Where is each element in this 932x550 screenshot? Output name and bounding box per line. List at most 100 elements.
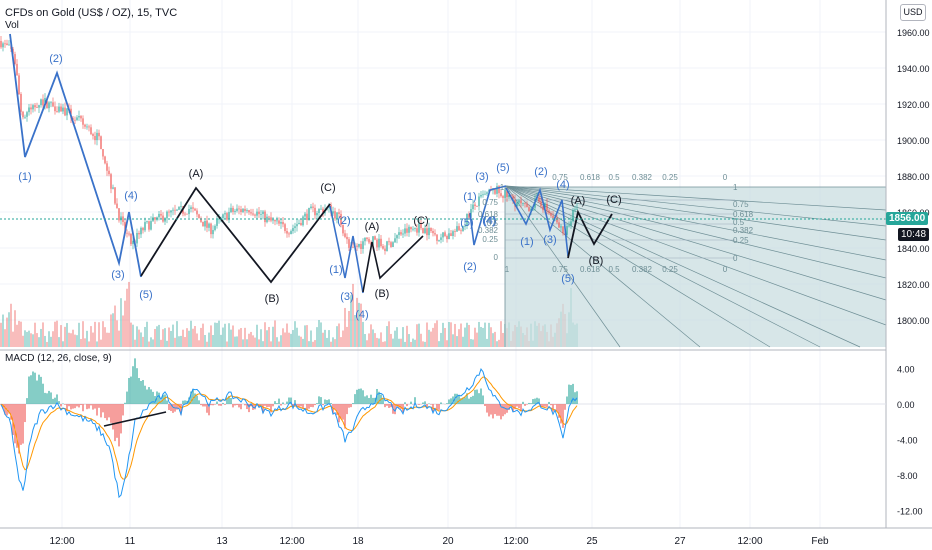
- wave-labels: (1)(2)(3)(4)(5)(1)(2)(3)(4)(5)(1)(2)(3)(…: [18, 53, 621, 321]
- countdown-badge: 10:48: [898, 228, 930, 241]
- fib-label-left: 0.75: [482, 198, 498, 207]
- wave-label-black: (A): [571, 195, 586, 207]
- wave-line-abc-1[interactable]: [140, 186, 331, 284]
- wave-label-blue: (3): [111, 269, 124, 281]
- price-tick: 1840.00: [897, 244, 930, 254]
- macd-tick: -8.00: [897, 471, 918, 481]
- price-tick: 1960.00: [897, 28, 930, 38]
- fib-label-bottom: 0.5: [608, 265, 620, 274]
- fib-label-top: 0.5: [608, 173, 620, 182]
- wave-line-blue-4[interactable]: [505, 187, 569, 257]
- wave-label-black: (C): [413, 215, 428, 227]
- time-tick: 12:00: [49, 536, 74, 547]
- fib-label-left: 0.5: [487, 219, 499, 228]
- price-tick: 1800.00: [897, 316, 930, 326]
- wave-label-blue: (2): [463, 261, 476, 273]
- macd-tick: -12.00: [897, 507, 923, 517]
- wave-label-blue: (4): [483, 215, 496, 227]
- wave-label-blue: (1): [18, 171, 31, 183]
- fib-fan-line: [505, 185, 887, 227]
- fib-label-left: 0.25: [482, 235, 498, 244]
- fib-fan-line: [505, 185, 887, 211]
- time-tick: 12:00: [279, 536, 304, 547]
- wave-label-blue: (3): [543, 234, 556, 246]
- price-axis[interactable]: 1960.001940.001920.001900.001880.001860.…: [897, 28, 930, 326]
- fib-label-right: 0.382: [733, 226, 754, 235]
- fib-label-top: 0.25: [662, 173, 678, 182]
- fib-label-marker: 1: [500, 183, 505, 192]
- fib-label-right: 0.75: [733, 200, 749, 209]
- fib-fan-line: [505, 185, 887, 301]
- fib-label-top: 0.75: [552, 173, 568, 182]
- fib-label-top: 0.618: [580, 173, 601, 182]
- wave-label-blue: (4): [482, 215, 495, 227]
- wave-label-black: (B): [375, 288, 390, 300]
- fib-fan-line: [505, 185, 887, 279]
- fib-label-marker: 1: [505, 265, 510, 274]
- fib-speed-fan[interactable]: [504, 185, 887, 348]
- fib-label-top: 0.382: [632, 173, 653, 182]
- wave-line-abc-3[interactable]: [567, 209, 613, 259]
- wave-line-blue-3[interactable]: [469, 185, 507, 246]
- wave-label-blue: (5): [460, 217, 473, 229]
- wave-label-blue: (4): [124, 190, 137, 202]
- fib-label-bottom: 0: [723, 265, 728, 274]
- time-tick: Feb: [811, 536, 829, 547]
- fib-label-bottom: 0.382: [632, 265, 653, 274]
- fib-fan-line: [505, 185, 821, 348]
- macd-pane: [0, 358, 886, 499]
- macd-tick: -4.00: [897, 436, 918, 446]
- currency-button[interactable]: USD: [900, 4, 926, 21]
- macd-trendline[interactable]: [103, 411, 167, 427]
- price-tick: 1880.00: [897, 172, 930, 182]
- wave-label-black: (A): [365, 221, 380, 233]
- time-tick: 13: [216, 536, 228, 547]
- wave-label-blue: (3): [340, 291, 353, 303]
- macd-label[interactable]: MACD (12, 26, close, 9): [5, 353, 112, 364]
- wave-label-blue: (1): [463, 191, 476, 203]
- fib-fan-line: [505, 185, 771, 348]
- wave-label-blue: (2): [534, 166, 547, 178]
- fib-label-right: 0.25: [733, 236, 749, 245]
- price-tick: 1920.00: [897, 100, 930, 110]
- macd-line: [0, 368, 578, 499]
- time-axis[interactable]: 12:00 11 13 12:00 18 20 12:00 25 27 12:00 Feb: [49, 536, 829, 547]
- fib-fan-line: [505, 185, 701, 348]
- chart-title[interactable]: CFDs on Gold (US$ / OZ), 15, TVC: [5, 7, 178, 19]
- time-tick: 11: [125, 536, 136, 547]
- fib-label-top: 0: [723, 173, 728, 182]
- wave-label-blue: (4): [556, 179, 569, 191]
- wave-label-black: (C): [606, 194, 621, 206]
- fib-label-left: 0.618: [478, 210, 499, 219]
- wave-line-blue-1[interactable]: [9, 33, 142, 278]
- macd-signal-line: [0, 376, 578, 480]
- macd-tick: 4.00: [897, 365, 915, 375]
- wave-label-blue: (5): [561, 273, 574, 285]
- wave-label-blue: (3): [475, 171, 488, 183]
- fib-label-right: 0.5: [733, 218, 745, 227]
- elliott-wave-lines[interactable]: [9, 33, 613, 294]
- last-price-badge: 1856.00: [886, 212, 929, 225]
- wave-line-blue-2[interactable]: [329, 205, 364, 294]
- fib-label-bottom: 0.618: [580, 265, 601, 274]
- fib-fan-line: [505, 185, 887, 241]
- wave-label-black: (B): [589, 255, 604, 267]
- fib-label-bottom: 0.75: [552, 265, 568, 274]
- volume-bars: [0, 281, 578, 347]
- fib-label-right: 0: [733, 254, 738, 263]
- fib-label-right: 1: [733, 183, 738, 192]
- macd-axis[interactable]: 4.00 0.00 -4.00 -8.00 -12.00: [897, 365, 923, 517]
- volume-label[interactable]: Vol: [5, 20, 19, 31]
- wave-line-abc-2[interactable]: [362, 235, 424, 293]
- wave-label-blue: (4): [355, 309, 368, 321]
- fib-fan-line: [505, 185, 887, 326]
- price-tick: 1940.00: [897, 64, 930, 74]
- wave-label-blue: (2): [337, 215, 350, 227]
- wave-label-blue: (1): [520, 236, 533, 248]
- wave-label-black: (C): [320, 182, 335, 194]
- time-tick: 27: [674, 536, 686, 547]
- time-tick: 12:00: [503, 536, 528, 547]
- fib-labels: 0.75 0.618 0.5 0.382 0.25 00.75 0.618 0.5 0.382 0…: [478, 173, 754, 274]
- fib-fan-line: [505, 185, 861, 348]
